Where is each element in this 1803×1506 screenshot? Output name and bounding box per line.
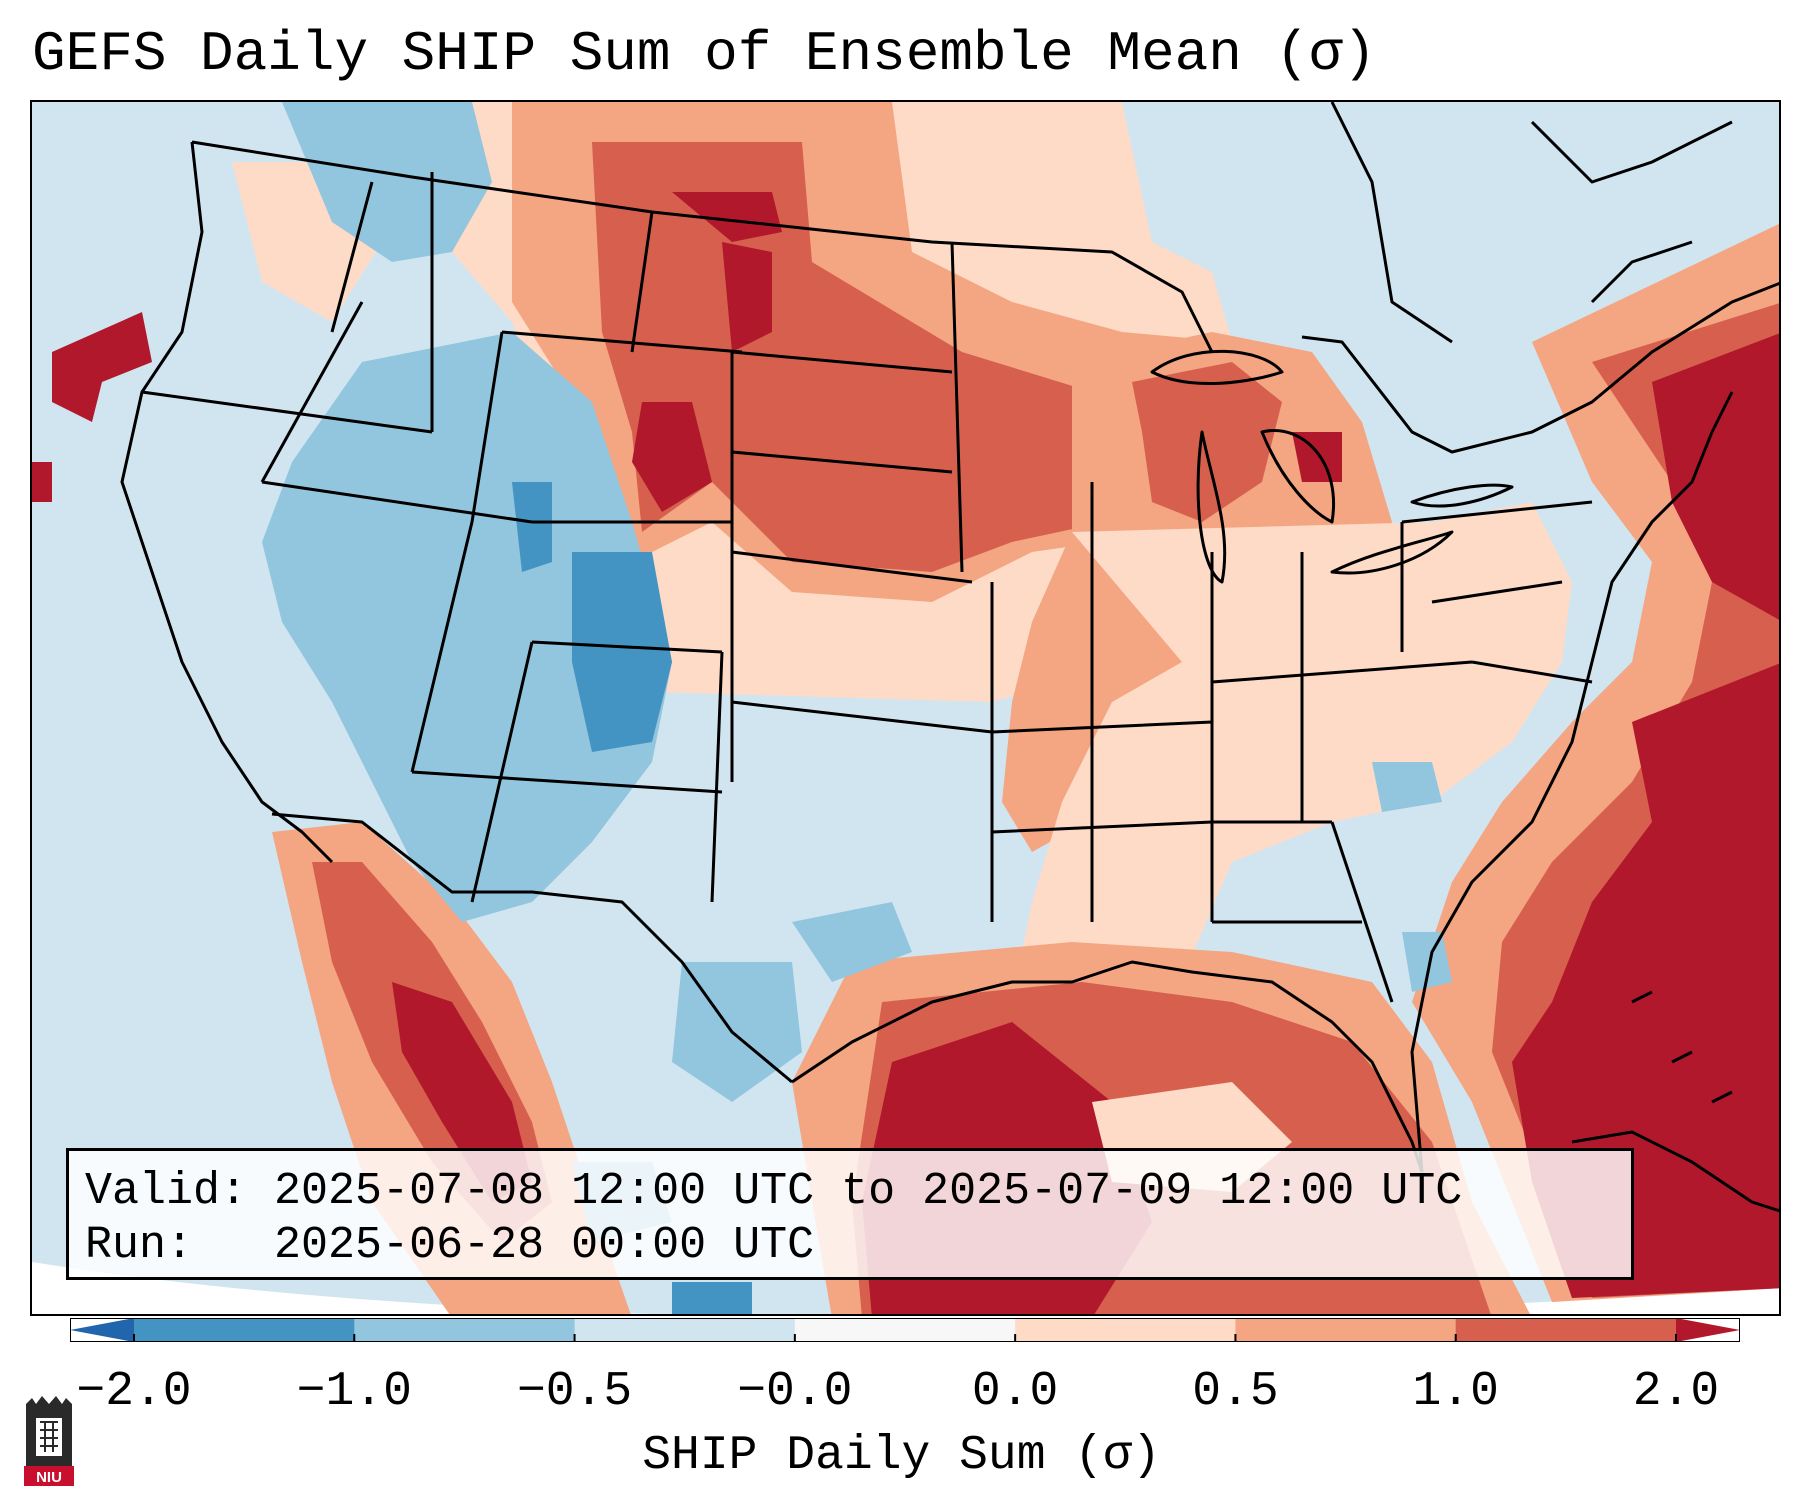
colorbar-tick-label: 0.5 <box>1192 1365 1279 1419</box>
chart-title: GEFS Daily SHIP Sum of Ensemble Mean (σ) <box>32 22 1377 86</box>
valid-run-infobox: Valid: 2025-07-08 12:00 UTC to 2025-07-0… <box>66 1148 1634 1280</box>
colorbar-extend-low <box>70 1318 134 1342</box>
valid-value: 2025-07-08 12:00 UTC to 2025-07-09 12:00… <box>274 1166 1463 1217</box>
run-label: Run: <box>85 1220 194 1271</box>
map-svg <box>32 102 1779 1314</box>
colorbar-tick-label: 2.0 <box>1632 1365 1720 1419</box>
political-boundaries <box>120 102 1779 1213</box>
colorbar-bin <box>1235 1318 1457 1342</box>
colorbar-tick-label: −2.0 <box>76 1365 192 1419</box>
logo-text: NIU <box>36 1469 62 1486</box>
colorbar-bin <box>354 1318 576 1342</box>
colorbar-bin <box>1455 1318 1677 1342</box>
colorbar-tick-label: 0.0 <box>971 1365 1059 1419</box>
valid-label: Valid: <box>85 1166 248 1217</box>
colorbar-tick-label: −0.5 <box>516 1365 633 1419</box>
run-value: 2025-06-28 00:00 UTC <box>274 1220 815 1271</box>
colorbar-label: SHIP Daily Sum (σ) <box>642 1429 1161 1483</box>
colorbar <box>70 1318 1740 1342</box>
colorbar-extend-high <box>1676 1318 1740 1342</box>
colorbar-tick-label: 1.0 <box>1412 1365 1499 1419</box>
colorbar-bin <box>1015 1318 1236 1342</box>
niu-logo: NIU <box>24 1396 74 1486</box>
colorbar-bin <box>794 1318 1016 1342</box>
colorbar-bin <box>134 1318 355 1342</box>
colorbar-bin <box>574 1318 796 1342</box>
map-panel[interactable] <box>30 100 1781 1316</box>
colorbar-tick-label: −0.0 <box>737 1365 853 1419</box>
colorbar-tick-label: −1.0 <box>296 1365 412 1419</box>
